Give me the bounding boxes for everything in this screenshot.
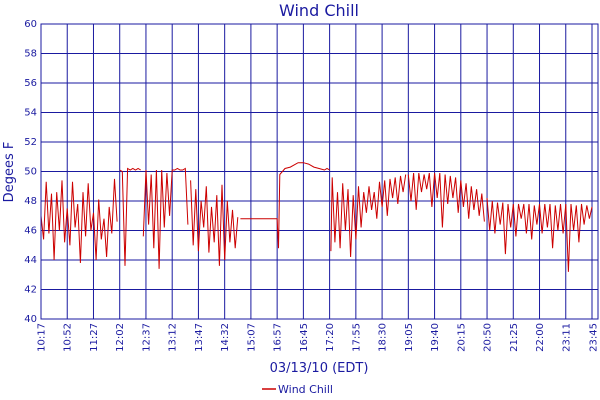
series-line-segment (119, 167, 141, 266)
series-line-segment (330, 174, 407, 258)
y-tick-label: 42 (24, 285, 37, 296)
chart-title: Wind Chill (279, 1, 359, 20)
x-tick-label: 20:15 (456, 323, 467, 352)
series-line-segment (190, 180, 239, 266)
y-tick-label: 52 (24, 137, 37, 148)
x-tick-label: 22:00 (535, 323, 546, 352)
x-tick-label: 23:11 (561, 323, 572, 352)
y-tick-label: 54 (24, 108, 37, 119)
x-tick-label: 18:30 (378, 323, 389, 352)
y-tick-label: 40 (24, 314, 37, 325)
series-line-segment (240, 162, 330, 249)
y-axis-label: Degees F (2, 142, 17, 203)
series-layer (40, 162, 593, 272)
x-tick-label: 12:02 (115, 323, 126, 352)
series-line-segment (486, 197, 593, 272)
x-tick-label: 10:52 (63, 323, 74, 352)
x-tick-label: 14:32 (220, 323, 231, 352)
x-tick-label: 16:57 (273, 323, 284, 352)
x-tick-label: 20:50 (483, 323, 494, 352)
y-axis-ticks: 40 42 44 46 48 50 52 54 56 58 60 (24, 19, 37, 325)
y-tick-label: 44 (24, 255, 37, 266)
y-tick-label: 58 (24, 49, 37, 60)
legend: Wind Chill (262, 383, 333, 396)
series-line-segment (407, 172, 485, 228)
y-tick-label: 46 (24, 226, 37, 237)
x-tick-label: 19:40 (430, 323, 441, 352)
plot-frame (40, 23, 599, 320)
y-tick-label: 50 (24, 167, 37, 178)
legend-label: Wind Chill (278, 383, 333, 396)
x-tick-label: 12:37 (141, 323, 152, 352)
x-tick-label: 17:20 (325, 323, 336, 352)
x-axis-label: 03/13/10 (EDT) (270, 361, 369, 376)
chart-grid (41, 23, 598, 320)
x-tick-label: 19:05 (404, 323, 415, 352)
y-tick-label: 48 (24, 196, 37, 207)
series-line-segment (40, 178, 118, 264)
series-line-segment (142, 167, 189, 269)
x-tick-label: 21:25 (509, 323, 520, 352)
x-tick-label: 17:55 (351, 323, 362, 352)
x-tick-label: 16:45 (299, 323, 310, 352)
y-tick-label: 56 (24, 78, 37, 89)
x-tick-label: 13:12 (168, 323, 179, 352)
x-tick-label: 11:27 (89, 323, 100, 352)
x-tick-label: 13:47 (194, 323, 205, 352)
x-axis-ticks: 10:17 10:52 11:27 12:02 12:37 13:12 13:47 14:32… (37, 323, 600, 352)
y-tick-label: 60 (24, 19, 37, 30)
x-tick-label: 10:17 (37, 323, 48, 352)
x-tick-label: 15:07 (246, 323, 257, 352)
x-tick-label: 23:45 (589, 323, 600, 352)
